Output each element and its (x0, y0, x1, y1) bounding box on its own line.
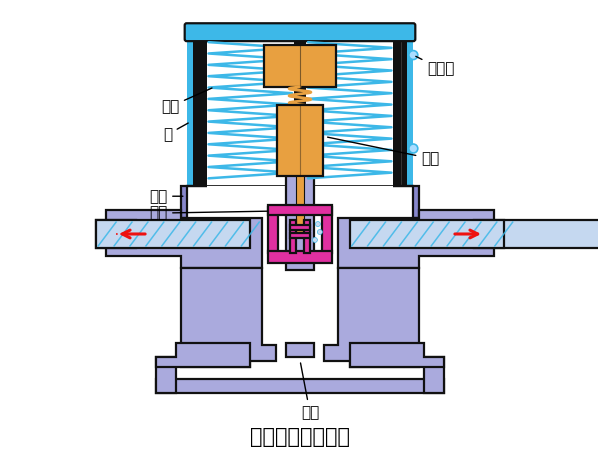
Text: 线圈: 线圈 (161, 88, 212, 114)
Bar (294, 37, 306, 186)
Bar (394, 37, 401, 186)
Bar (156, 379, 444, 393)
Bar (193, 37, 407, 186)
Bar (290, 220, 296, 253)
Text: 定铁心: 定铁心 (416, 56, 455, 76)
Circle shape (409, 51, 418, 60)
Bar (199, 37, 206, 186)
Bar (156, 357, 176, 393)
Circle shape (316, 221, 320, 226)
Bar (96, 220, 250, 248)
Bar (277, 105, 323, 176)
Circle shape (313, 238, 317, 242)
Circle shape (409, 144, 418, 153)
Text: 小孔: 小孔 (149, 206, 268, 220)
Text: 直接联系式电磁阀: 直接联系式电磁阀 (250, 427, 350, 447)
Bar (350, 220, 504, 248)
Bar (290, 225, 310, 230)
Bar (268, 205, 332, 215)
Bar (187, 25, 413, 186)
Text: 主阀: 主阀 (149, 189, 183, 204)
Bar (264, 45, 336, 87)
Bar (290, 233, 310, 238)
Bar (286, 172, 314, 270)
Text: 导阀: 导阀 (301, 363, 319, 420)
Polygon shape (181, 186, 206, 218)
Bar (296, 176, 304, 234)
Polygon shape (394, 186, 419, 218)
Polygon shape (324, 268, 419, 367)
FancyBboxPatch shape (185, 23, 415, 41)
Polygon shape (181, 268, 276, 367)
Bar (96, 220, 136, 248)
Bar (268, 207, 278, 253)
Bar (268, 251, 332, 263)
Text: 罩: 罩 (163, 123, 188, 142)
Polygon shape (338, 210, 494, 268)
Bar (474, 220, 600, 248)
Polygon shape (156, 343, 250, 367)
Bar (304, 220, 310, 253)
Text: 阀杆: 阀杆 (328, 137, 440, 166)
Polygon shape (350, 343, 444, 367)
Bar (187, 25, 413, 37)
Bar (199, 37, 401, 185)
Bar (424, 357, 444, 393)
Bar (322, 207, 332, 253)
Bar (187, 25, 413, 37)
Polygon shape (106, 210, 262, 268)
Bar (286, 343, 314, 357)
Circle shape (317, 230, 322, 234)
